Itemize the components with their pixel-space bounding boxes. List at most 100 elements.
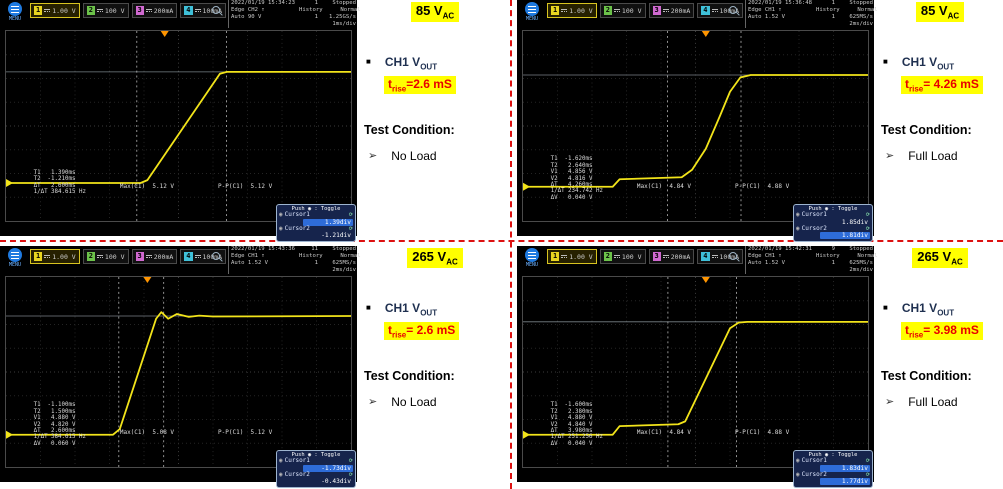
channel3-number: 3	[135, 6, 144, 15]
cursor-toggle-hint: Push ◉ : Toggle	[291, 451, 341, 458]
sample-rate: 625MS/s	[849, 260, 873, 266]
dc-coupling-icon	[711, 9, 718, 12]
knob-icon[interactable]: ◉	[279, 470, 283, 478]
channel-annotation: ■ CH1 VOUT	[366, 55, 438, 72]
knob-icon[interactable]: ◉	[279, 211, 283, 218]
channel3-badge[interactable]: 3 200mA	[131, 249, 178, 264]
cursor2-label: Cursor2	[801, 470, 827, 478]
rise-time-label: trise= 4.26 mS	[901, 76, 983, 95]
trigger-level: Auto 90 V	[231, 14, 262, 20]
menu-label: MENU	[525, 262, 539, 268]
menu-button[interactable]: MENU	[2, 2, 28, 22]
dc-coupling-icon	[96, 9, 103, 12]
cursor2-label: Cursor2	[284, 224, 310, 232]
channel1-badge[interactable]: 1 1.00 V	[30, 3, 80, 18]
knob-icon[interactable]: ◉	[796, 224, 800, 232]
menu-label: MENU	[525, 16, 539, 22]
cursor-control-panel[interactable]: Push ◉ : Toggle ◉ Cursor1 ⟳ 1.39div ◉ Cu…	[276, 203, 356, 242]
channel2-badge[interactable]: 2 100 V	[599, 3, 646, 18]
menu-button[interactable]: MENU	[2, 248, 28, 268]
timebase: 2ms/div	[849, 21, 873, 27]
oscilloscope-screen: MENU 1 1.00 V 2 100 V 3	[0, 0, 361, 242]
channel1-badge[interactable]: 1 1.00 V	[547, 3, 597, 18]
acquisition-info: 2022/01/19 15:34:23 1 Stopped Edge CH2 ↑…	[228, 0, 361, 28]
channel3-badge[interactable]: 3 200mA	[648, 249, 695, 264]
menu-label: MENU	[8, 16, 22, 22]
cursor-toggle-hint: Push ◉ : Toggle	[808, 451, 858, 458]
cursor-control-panel[interactable]: Push ◉ : Toggle ◉ Cursor1 ⟳ -1.73div ◉ C…	[276, 449, 356, 488]
trigger-source: Edge CH1 ↑	[748, 253, 782, 259]
test-condition-label: Test Condition:	[364, 369, 455, 383]
channel2-scale: 100 V	[621, 252, 642, 261]
datetime: 2022/01/19 15:42:31	[748, 246, 812, 252]
cursor-measurements: T1 1.390ms T2 -1.210ms ΔT 2.600ms 1/ΔT 384.…	[33, 169, 86, 195]
timebase: 2ms/div	[332, 267, 356, 273]
knob-icon[interactable]: ◉	[279, 224, 283, 232]
cursor1-value: 1.39div	[303, 218, 353, 226]
knob-icon[interactable]: ◉	[796, 211, 800, 218]
cursor-control-panel[interactable]: Push ◉ : Toggle ◉ Cursor1 ⟳ 1.83div ◉ Cu…	[793, 449, 873, 488]
dc-coupling-icon	[96, 255, 103, 258]
input-voltage-label: 265 VAC	[877, 248, 1003, 268]
channel3-scale: 200mA	[670, 6, 691, 15]
cursor1-label: Cursor1	[284, 211, 310, 218]
dc-coupling-icon	[561, 9, 568, 12]
cursor2-label: Cursor2	[284, 470, 310, 478]
waveform-plot	[6, 277, 351, 467]
cursor1-value: -1.73div	[303, 464, 353, 472]
cursor-control-panel[interactable]: Push ◉ : Toggle ◉ Cursor1 ⟳ 1.85div ◉ Cu…	[793, 203, 873, 242]
channel2-badge[interactable]: 2 100 V	[82, 249, 129, 264]
channel3-badge[interactable]: 3 200mA	[648, 3, 695, 18]
channel3-number: 3	[135, 252, 144, 261]
channel3-scale: 200mA	[153, 6, 174, 15]
channel-badges: 1 1.00 V 2 100 V 3 200mA	[547, 3, 744, 18]
waveform-display: T1 -1.600ms T2 2.380ms V1 4.880 V V2 4.840 …	[522, 276, 869, 468]
history-count: 1	[314, 14, 318, 20]
channel4-number: 4	[184, 252, 193, 261]
dc-coupling-icon	[662, 255, 669, 258]
cursor-toggle-hint: Push ◉ : Toggle	[291, 205, 341, 212]
knob-icon[interactable]: ◉	[796, 470, 800, 478]
sample-rate: 625MS/s	[332, 260, 356, 266]
cursor2-value: 1.77div	[820, 478, 870, 485]
channel1-scale: 1.00 V	[569, 6, 593, 15]
menu-icon	[525, 248, 539, 262]
magnifier-icon[interactable]	[212, 6, 224, 18]
menu-icon	[8, 248, 22, 262]
menu-button[interactable]: MENU	[519, 2, 545, 22]
scope-header: MENU 1 1.00 V 2 100 V 3	[517, 0, 878, 30]
channel2-number: 2	[86, 252, 95, 261]
magnifier-icon[interactable]	[729, 6, 741, 18]
trigger-mode: Normal	[340, 7, 361, 13]
oscilloscope-screen: MENU 1 1.00 V 2 100 V 3	[517, 0, 878, 242]
waveform-display: T1 1.390ms T2 -1.210ms ΔT 2.600ms 1/ΔT 384.…	[5, 30, 352, 222]
history-label: History	[299, 7, 323, 13]
dc-coupling-icon	[145, 9, 152, 12]
knob-icon[interactable]: ◉	[796, 457, 800, 464]
magnifier-icon[interactable]	[729, 252, 741, 264]
knob-icon[interactable]: ◉	[279, 457, 283, 464]
arrow-bullet-icon: ➢	[368, 150, 378, 162]
dc-coupling-icon	[613, 9, 620, 12]
menu-button[interactable]: MENU	[519, 248, 545, 268]
scope-header: MENU 1 1.00 V 2 100 V 3	[0, 0, 361, 30]
channel1-badge[interactable]: 1 1.00 V	[30, 249, 80, 264]
pp-measurement: P-P(C1) 5.12 V	[218, 429, 273, 436]
channel2-badge[interactable]: 2 100 V	[599, 249, 646, 264]
max-measurement: Max(C1) 4.84 V	[636, 429, 692, 436]
cursor-measurements: T1 -1.100ms T2 1.500ms V1 4.880 V V2 4.820 …	[33, 402, 86, 447]
timebase: 1ms/div	[332, 21, 356, 27]
channel3-badge[interactable]: 3 200mA	[131, 3, 178, 18]
rise-time-label: trise= 2.6 mS	[384, 322, 460, 341]
arrow-bullet-icon: ➢	[368, 396, 378, 408]
square-bullet-icon: ■	[366, 303, 371, 312]
channel2-badge[interactable]: 2 100 V	[82, 3, 129, 18]
test-panel: MENU 1 1.00 V 2 100 V 3	[0, 246, 510, 488]
magnifier-icon[interactable]	[212, 252, 224, 264]
test-condition-label: Test Condition:	[364, 123, 455, 137]
rise-time-label: trise=2.6 mS	[384, 76, 456, 95]
acquisition-count: 1	[831, 0, 835, 6]
cursor2-value: -0.43div	[321, 478, 351, 485]
dc-coupling-icon	[145, 255, 152, 258]
channel1-badge[interactable]: 1 1.00 V	[547, 249, 597, 264]
